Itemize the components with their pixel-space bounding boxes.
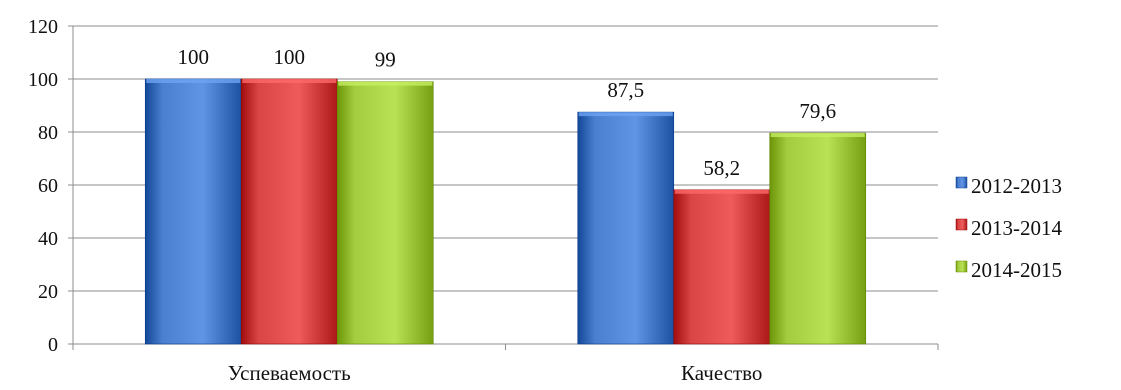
bar-2014-2015-Качество [769,132,867,345]
y-tick-label: 60 [38,175,58,197]
bar-highlight [674,189,769,194]
bar-highlight [146,79,241,83]
bar-highlight [578,112,673,117]
bar-2013-2014-Качество [673,189,771,345]
data-label: 58,2 [703,156,740,180]
x-category-label: Успеваемость [228,361,351,385]
bars [144,78,867,345]
data-label: 99 [375,48,396,72]
data-label: 100 [274,45,306,69]
y-tick-label: 100 [28,69,58,91]
legend-swatch [955,176,968,189]
legend-label: 2013-2014 [971,216,1062,240]
legend-swatch [955,260,968,273]
bar-highlight [770,133,865,138]
bar-2013-2014-Успеваемость [240,78,338,345]
y-tick-label: 80 [38,122,58,144]
legend-label: 2012-2013 [971,174,1062,198]
data-label: 87,5 [607,78,644,102]
data-label: 79,6 [799,99,836,123]
bar-highlight [338,81,433,86]
y-tick-label: 20 [38,281,58,303]
bar-highlight [242,79,337,83]
x-category-label: Качество [681,361,762,385]
bar-2014-2015-Успеваемость [336,81,434,345]
y-tick-label: 120 [28,16,58,38]
y-tick-label: 0 [48,334,58,356]
data-labels: 100 100 99 87,5 58,2 79,6 [178,45,837,180]
y-tick-label: 40 [38,228,58,250]
data-label: 100 [178,45,210,69]
bar-2012-2013-Успеваемость [144,78,242,345]
legend: 2012-2013 2013-2014 2014-2015 [955,174,1062,282]
bar-2012-2013-Качество [577,111,675,345]
legend-swatch [955,218,968,231]
legend-label: 2014-2015 [971,258,1062,282]
